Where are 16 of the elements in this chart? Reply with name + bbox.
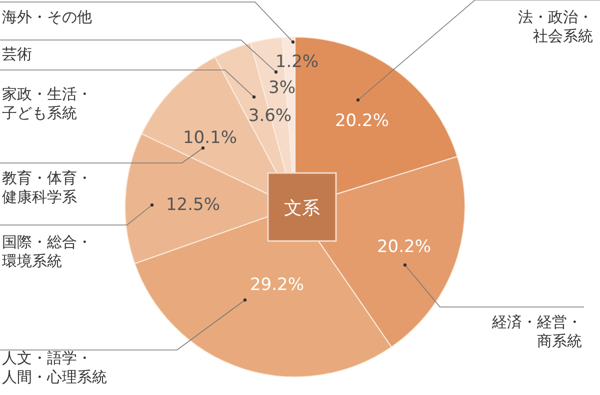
data-label: 29.2% [250,275,304,295]
slice-label: 芸術 [2,45,32,63]
slice-label: 人文・語学・人間・心理系統 [2,349,107,386]
data-label: 20.2% [334,111,390,131]
slice-label: 経済・経営・商系統 [491,313,582,350]
slice-label: 海外・その他 [2,8,92,26]
text: 文系 [284,198,320,219]
data-label: 3% [268,78,296,98]
data-label: 3.6% [248,106,292,126]
slice-label: 法・政治・社会系統 [518,8,593,45]
slice-label: 国際・総合・環境系統 [2,233,92,270]
data-label: 12.5% [166,195,220,215]
data-label: 10.1% [182,128,238,148]
slice-label: 教育・体育・健康科学系 [2,169,92,206]
data-label: 20.2% [376,237,432,257]
slice-label: 家政・生活・子ども系統 [2,85,92,122]
